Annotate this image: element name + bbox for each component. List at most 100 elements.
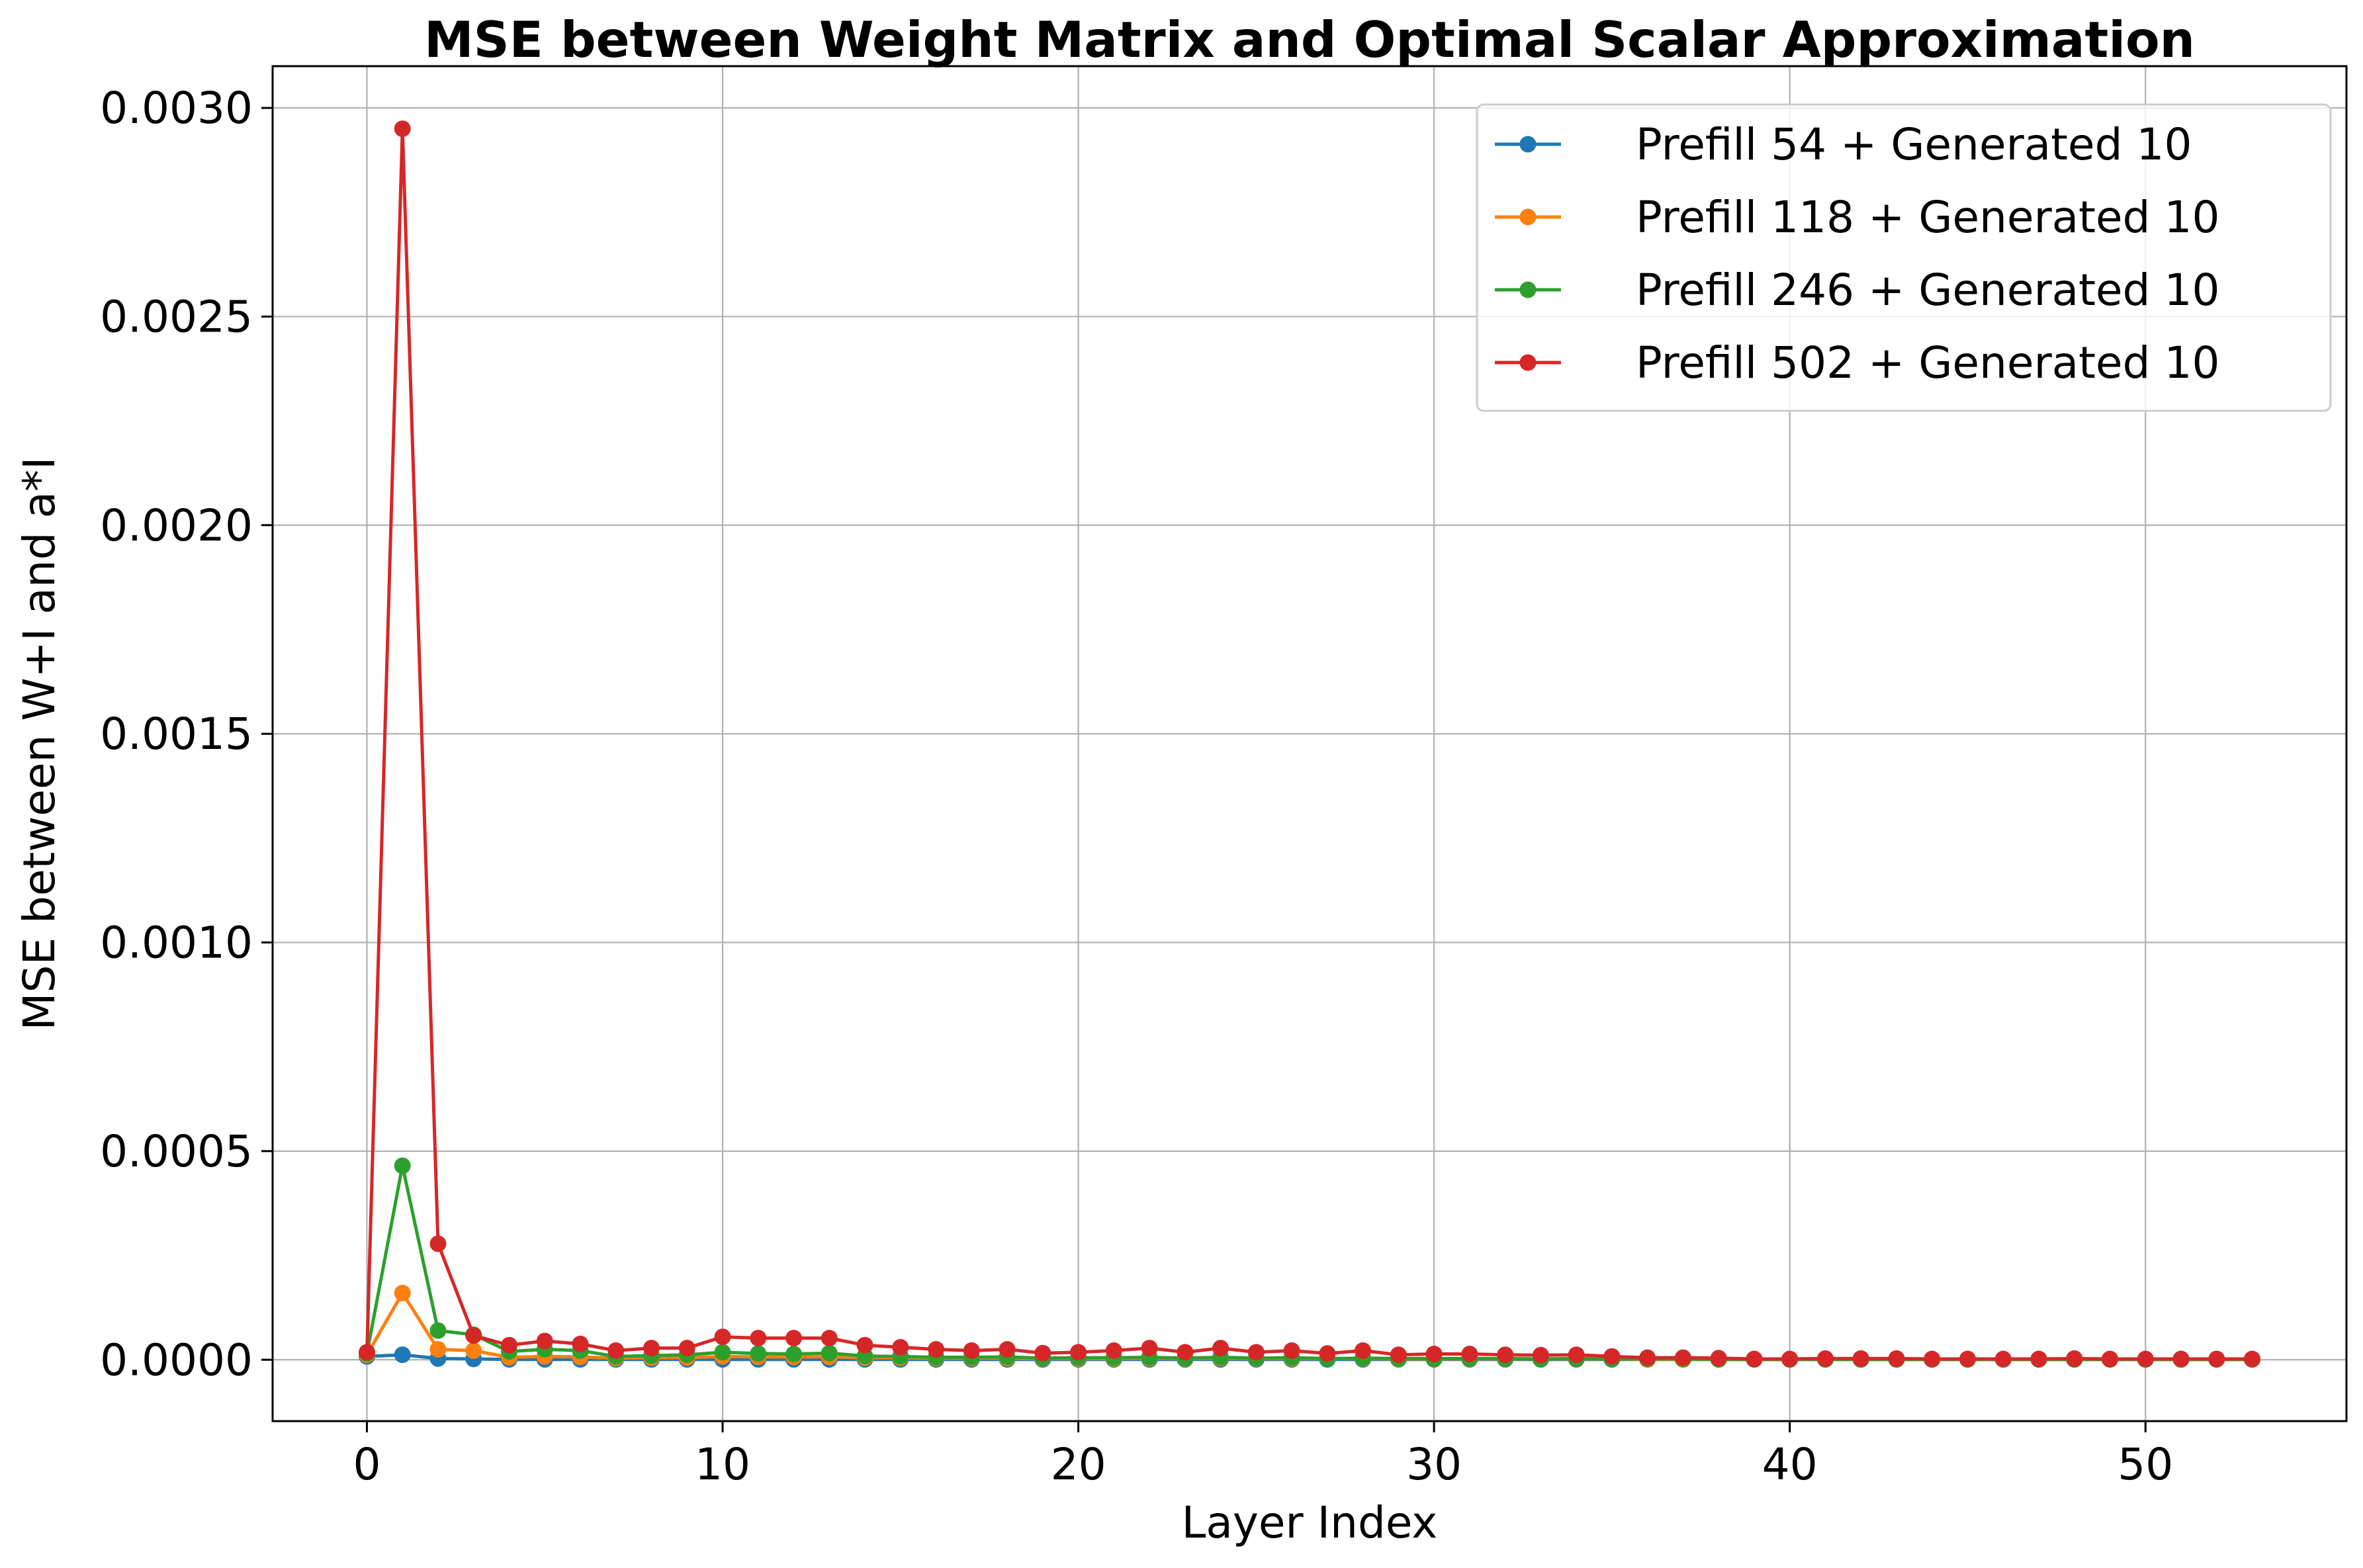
data-point xyxy=(2066,1350,2083,1367)
data-point xyxy=(2102,1350,2118,1368)
data-point xyxy=(1105,1342,1122,1359)
data-point xyxy=(1247,1344,1265,1361)
data-point xyxy=(394,120,411,138)
legend-label: Prefill 502 + Generated 10 xyxy=(1636,337,2220,388)
data-point xyxy=(999,1341,1016,1358)
data-point xyxy=(1888,1350,1905,1367)
data-point xyxy=(1355,1342,1372,1359)
data-point xyxy=(750,1345,767,1362)
legend: Prefill 54 + Generated 10 Prefill 118 + G… xyxy=(1476,103,2332,412)
data-point xyxy=(1425,1346,1443,1362)
y-tick-label: 0.0020 xyxy=(100,500,253,551)
data-point xyxy=(1817,1350,1834,1367)
legend-label: Prefill 118 + Generated 10 xyxy=(1636,192,2220,243)
x-tick-label: 20 xyxy=(1051,1439,1106,1490)
data-point xyxy=(2244,1350,2260,1368)
y-tick-label: 0.0000 xyxy=(100,1334,253,1385)
data-point xyxy=(785,1330,802,1346)
data-point xyxy=(572,1335,589,1352)
data-point xyxy=(1781,1350,1799,1368)
data-point xyxy=(821,1344,838,1362)
data-point xyxy=(1674,1349,1691,1366)
data-point xyxy=(1959,1350,1976,1368)
legend-marker xyxy=(1519,354,1537,371)
data-point xyxy=(1461,1346,1478,1362)
data-point xyxy=(1319,1345,1336,1362)
data-point xyxy=(678,1340,695,1357)
data-point xyxy=(1994,1350,2012,1368)
legend-item: Prefill 246 + Generated 10 xyxy=(1495,265,2220,316)
data-point xyxy=(1212,1340,1229,1357)
data-point xyxy=(714,1344,731,1361)
data-point xyxy=(1924,1350,1941,1368)
x-tick-label: 50 xyxy=(2118,1439,2173,1490)
y-tick-label: 0.0010 xyxy=(100,918,253,969)
data-point xyxy=(821,1330,838,1346)
y-tick-label: 0.0030 xyxy=(100,83,253,134)
data-point xyxy=(1034,1344,1051,1362)
y-tick-label: 0.0025 xyxy=(100,291,253,342)
data-point xyxy=(2030,1350,2047,1368)
data-point xyxy=(1639,1349,1656,1366)
y-tick-label: 0.0005 xyxy=(100,1126,253,1177)
data-point xyxy=(1141,1340,1158,1357)
legend-marker xyxy=(1519,208,1537,226)
data-point xyxy=(465,1327,482,1344)
series-3 xyxy=(359,120,2260,1368)
chart-title: MSE between Weight Matrix and Optimal Sc… xyxy=(424,11,2195,69)
data-point xyxy=(394,1157,411,1174)
data-point xyxy=(1852,1350,1869,1367)
x-tick-label: 30 xyxy=(1406,1439,1462,1490)
data-point xyxy=(963,1342,980,1359)
data-point xyxy=(2208,1350,2225,1368)
data-point xyxy=(501,1336,517,1354)
legend-label: Prefill 54 + Generated 10 xyxy=(1636,119,2192,170)
x-tick-label: 40 xyxy=(1762,1439,1818,1490)
data-point xyxy=(2172,1350,2190,1368)
legend-label: Prefill 246 + Generated 10 xyxy=(1636,265,2220,316)
axis-ticks: 0 10 20 30 40 50 0.0000 0.0005 0.0010 0.0015 0.002… xyxy=(100,83,2173,1490)
data-point xyxy=(359,1344,375,1361)
legend-item: Prefill 54 + Generated 10 xyxy=(1495,119,2192,170)
y-tick-label: 0.0015 xyxy=(100,709,253,760)
data-point xyxy=(607,1342,625,1359)
legend-item: Prefill 118 + Generated 10 xyxy=(1495,192,2220,243)
data-point xyxy=(1568,1346,1585,1364)
x-tick-label: 10 xyxy=(695,1439,750,1490)
x-axis-label: Layer Index xyxy=(1182,1497,1438,1548)
data-point xyxy=(465,1342,482,1359)
data-point xyxy=(1283,1342,1300,1359)
grid xyxy=(273,66,2346,1421)
data-point xyxy=(429,1235,447,1252)
data-point xyxy=(1710,1350,1727,1367)
data-point xyxy=(643,1340,660,1357)
data-point xyxy=(856,1336,873,1354)
data-point xyxy=(1390,1346,1407,1364)
data-point xyxy=(1177,1344,1194,1361)
data-point xyxy=(1497,1346,1514,1364)
plot-frame xyxy=(271,65,2348,1422)
data-point xyxy=(536,1332,553,1350)
data-point xyxy=(892,1338,909,1356)
data-point xyxy=(1746,1350,1763,1368)
legend-box xyxy=(1476,103,2332,412)
data-point xyxy=(2137,1350,2154,1368)
data-point xyxy=(429,1322,447,1339)
y-axis-label: MSE between W+I and a*I xyxy=(14,457,65,1031)
data-point xyxy=(750,1330,767,1346)
data-point xyxy=(1603,1348,1621,1365)
data-point xyxy=(1532,1346,1549,1364)
data-point xyxy=(394,1346,411,1364)
legend-item: Prefill 502 + Generated 10 xyxy=(1495,337,2220,388)
data-point xyxy=(429,1341,447,1358)
legend-marker xyxy=(1519,136,1537,153)
series-layer xyxy=(359,120,2260,1368)
x-tick-label: 0 xyxy=(353,1439,380,1490)
data-point xyxy=(1070,1344,1087,1361)
data-point xyxy=(928,1341,945,1358)
data-point xyxy=(394,1284,411,1301)
legend-marker xyxy=(1519,281,1537,298)
data-point xyxy=(714,1328,731,1346)
data-point xyxy=(785,1346,802,1362)
